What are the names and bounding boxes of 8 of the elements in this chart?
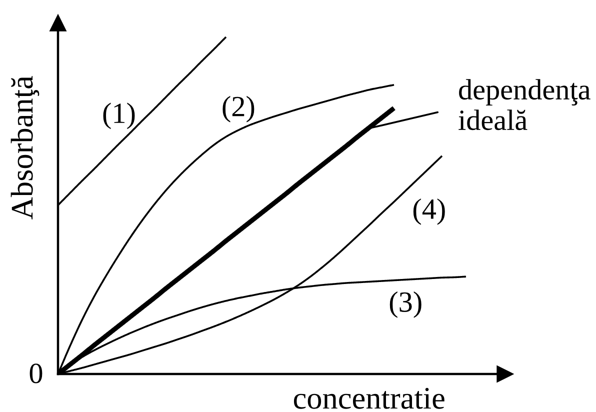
y-axis-title: Absorbanţă: [10, 76, 40, 220]
series-label: (3): [390, 291, 422, 318]
series-label: (4): [413, 198, 445, 225]
legend-label: dependenţa ideală: [458, 79, 590, 130]
x-axis-title: concentratie: [294, 388, 444, 409]
series-label: (2): [222, 96, 254, 122]
text: 0: [30, 364, 42, 384]
series-label: (1): [103, 102, 135, 130]
